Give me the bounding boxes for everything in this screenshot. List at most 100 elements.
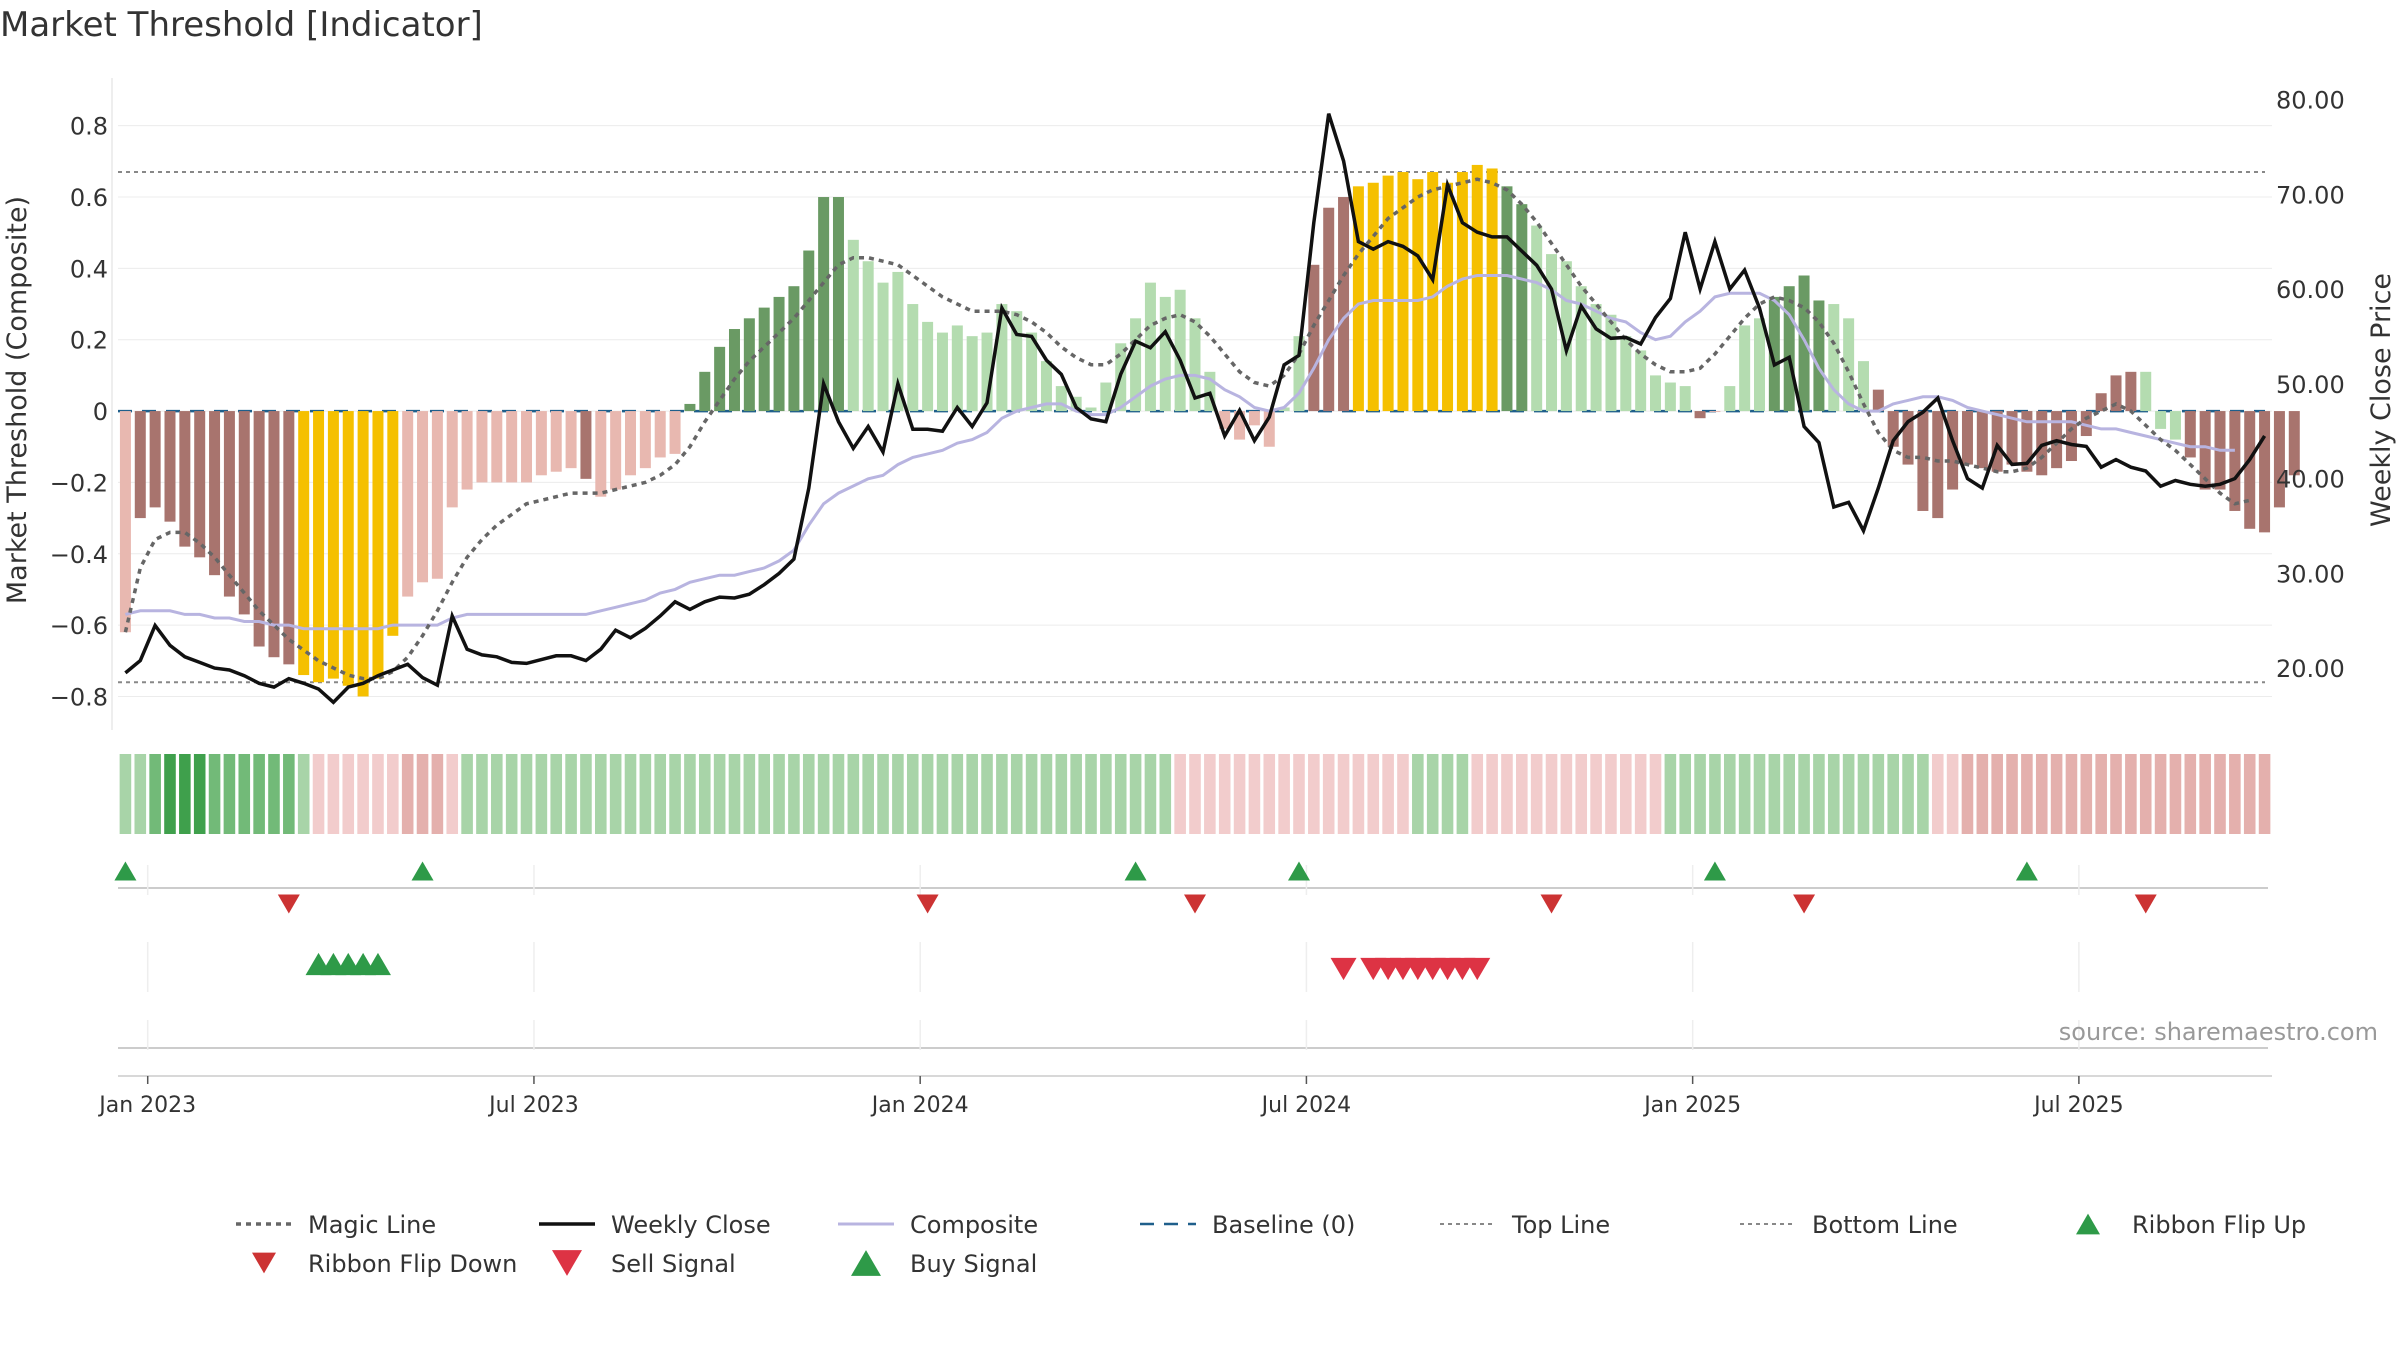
legend-label: Sell Signal	[611, 1250, 736, 1278]
histogram-bar	[2006, 411, 2018, 465]
ribbon-flip-down-marker	[1184, 894, 1206, 914]
ribbon-cell	[372, 754, 384, 834]
ribbon-cell	[2125, 754, 2137, 834]
ribbon-cell	[1189, 754, 1201, 834]
histogram-bar	[298, 411, 310, 676]
ribbon-cell	[1129, 754, 1142, 834]
histogram-bar	[1293, 336, 1305, 412]
histogram-bar	[476, 411, 488, 483]
legend-item: Bottom Line	[1740, 1211, 1958, 1239]
ribbon-cell	[1738, 754, 1751, 834]
ribbon-cell	[1055, 754, 1068, 834]
right-tick-label: 20.00	[2276, 655, 2345, 683]
composite-line	[125, 274, 2235, 631]
ribbon-cell	[1397, 754, 1409, 834]
histogram-bar	[1516, 204, 1528, 412]
histogram-bar	[372, 411, 384, 679]
ribbon-cell	[1486, 754, 1498, 834]
histogram-bar	[758, 307, 770, 412]
ribbon-flip-down-marker	[1793, 894, 1816, 914]
left-axis-label: Market Threshold (Composite)	[2, 196, 33, 604]
series-lines	[123, 113, 2267, 705]
histogram-bar	[2036, 411, 2048, 476]
ribbon-cell	[2080, 754, 2093, 834]
ribbon-cell	[149, 754, 161, 834]
histogram-bar	[2155, 411, 2167, 429]
histogram-bar	[461, 411, 473, 490]
ribbon-cell	[491, 754, 503, 834]
ribbon-cell	[594, 754, 607, 834]
histogram-bar	[238, 411, 250, 615]
histogram-bar	[2140, 371, 2152, 412]
ribbon-cell	[1516, 754, 1528, 834]
ribbon-cell	[1872, 754, 1885, 834]
ribbon-cell	[624, 754, 637, 834]
ribbon-cell	[2214, 754, 2226, 834]
left-tick-label: 0.8	[70, 113, 108, 141]
histogram-bar	[1976, 411, 1988, 469]
ribbon-cell	[1308, 754, 1320, 834]
legend-label: Ribbon Flip Up	[2132, 1211, 2306, 1239]
histogram-bar	[2229, 411, 2241, 511]
histogram-bar	[1857, 361, 1869, 412]
histogram-bar	[119, 411, 131, 633]
histogram-bar	[2021, 411, 2033, 472]
ribbon-cell	[1501, 754, 1513, 834]
ribbon-cell	[1590, 754, 1602, 834]
histogram-bar	[1961, 411, 1973, 465]
ribbon-cell	[1842, 754, 1855, 834]
legend-item: Top Line	[1440, 1211, 1610, 1239]
histogram-bar	[966, 336, 978, 412]
ribbon-cell	[1248, 754, 1261, 834]
histogram-bar	[1382, 175, 1394, 412]
ribbon-flip-down-marker	[1540, 894, 1563, 914]
legend-item: Ribbon Flip Up	[2076, 1211, 2306, 1239]
legend: Magic Line Weekly Close Composite Baseline …	[236, 1211, 2306, 1278]
legend-item: Composite	[838, 1211, 1038, 1239]
legend-item: Buy Signal	[851, 1250, 1037, 1278]
ribbon-cell	[1813, 754, 1825, 834]
left-tick-label: 0.6	[70, 184, 108, 212]
histogram-bar	[1560, 261, 1572, 412]
histogram-bar	[1664, 382, 1676, 412]
histogram-bar	[728, 329, 740, 412]
legend-swatch	[252, 1252, 276, 1274]
ribbon-cell	[758, 754, 770, 834]
histogram-bars	[119, 164, 2300, 697]
histogram-bar	[1546, 254, 1558, 412]
histogram-bar	[2244, 411, 2256, 529]
legend-swatch	[2076, 1213, 2100, 1235]
histogram-bar	[1635, 350, 1647, 412]
right-tick-label: 60.00	[2276, 276, 2345, 304]
left-tick-label: −0.2	[50, 469, 108, 497]
histogram-bar	[610, 411, 622, 490]
x-tick-label: Jan 2024	[870, 1093, 969, 1118]
histogram-bar	[1605, 314, 1617, 412]
ribbon-cell	[654, 754, 667, 834]
ribbon-cell	[238, 754, 251, 834]
ribbon-cell	[2169, 754, 2182, 834]
ribbon-cell	[1174, 754, 1186, 834]
ribbon-cell	[476, 754, 488, 834]
ribbon-cell	[283, 754, 295, 834]
left-tick-label: −0.6	[50, 612, 108, 640]
histogram-bar	[1679, 386, 1691, 412]
x-tick-label: Jul 2024	[1260, 1093, 1352, 1118]
histogram-bar	[1263, 411, 1275, 447]
ribbon-cell	[401, 754, 414, 834]
histogram-bar	[1531, 225, 1543, 412]
x-tick-label: Jul 2025	[2032, 1093, 2124, 1118]
ribbon-cell	[1575, 754, 1588, 834]
histogram-bar	[877, 282, 889, 412]
histogram-bar	[1590, 304, 1602, 412]
right-tick-label: 70.00	[2276, 181, 2345, 209]
histogram-bar	[1798, 275, 1810, 412]
histogram-bar	[669, 411, 681, 454]
sell-signal-marker	[1464, 957, 1491, 981]
histogram-bar	[743, 318, 755, 412]
ribbon-cell	[550, 754, 563, 834]
ribbon-cell	[1293, 754, 1305, 834]
histogram-bar	[580, 411, 592, 479]
histogram-bar	[2080, 411, 2092, 437]
ribbon-cell	[1798, 754, 1810, 834]
